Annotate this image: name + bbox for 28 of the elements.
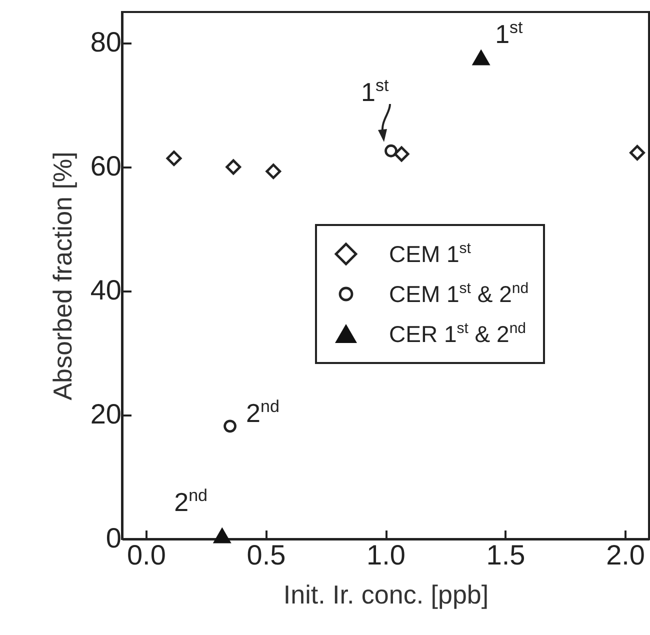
y-tick-label: 0	[106, 522, 122, 554]
annotation: 1$^{st}$	[361, 76, 389, 107]
x-tick-label: 0.5	[246, 540, 286, 570]
x-tick-label: 1.0	[366, 540, 406, 570]
y-axis-title: Absorbed fraction [%]	[47, 152, 78, 400]
annotation: 2$^{nd}$	[246, 397, 280, 428]
x-tick-label: 2.0	[606, 540, 646, 570]
legend-label: CEM 1$^{st}$ & 2$^{nd}$	[389, 280, 529, 308]
point	[226, 159, 242, 175]
legend-label: CEM 1$^{st}$	[389, 240, 471, 268]
y-tick-label: 60	[90, 150, 122, 182]
x-tick-label: 0.0	[126, 540, 166, 570]
point	[472, 49, 490, 66]
x-axis-title: Init. Ir. conc. [ppb]	[283, 580, 489, 610]
y-tick-label: 80	[90, 26, 122, 58]
point	[224, 420, 236, 433]
point	[394, 146, 410, 162]
annotation: 1$^{st}$	[495, 18, 523, 50]
point	[212, 527, 232, 544]
point	[630, 145, 645, 160]
annotation: 2$^{nd}$	[174, 486, 208, 518]
legend-label: CER 1$^{st}$ & 2$^{nd}$	[389, 320, 526, 348]
x-tick-label: 1.5	[486, 540, 526, 570]
y-tick-label: 20	[90, 398, 122, 430]
point	[266, 164, 282, 180]
point	[384, 144, 398, 158]
point	[166, 150, 182, 166]
y-tick-label: 40	[90, 274, 122, 306]
